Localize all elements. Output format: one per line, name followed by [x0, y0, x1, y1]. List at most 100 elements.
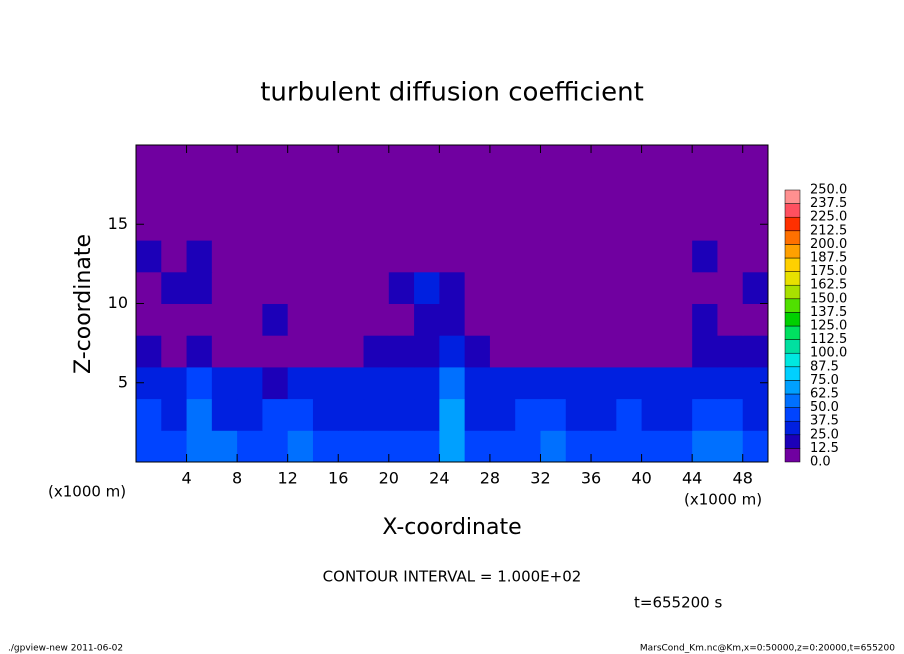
colorbar-band: [784, 271, 801, 286]
contour-cell: [464, 366, 491, 400]
contour-cell: [237, 271, 263, 304]
colorbar-band: [784, 298, 801, 313]
contour-cell: [338, 430, 365, 463]
contour-cell: [136, 430, 162, 463]
contour-cell: [464, 398, 491, 431]
contour-cell: [312, 303, 339, 336]
contour-cell: [717, 176, 744, 209]
contour-cell: [666, 240, 693, 273]
contour-cell: [363, 240, 390, 273]
contour-cell: [591, 335, 617, 368]
contour-cell: [540, 240, 567, 273]
contour-cell: [666, 176, 693, 209]
colorbar-band: [784, 420, 801, 436]
contour-cell: [262, 430, 289, 463]
contour-cell: [540, 176, 567, 209]
contour-cell: [489, 303, 516, 336]
contour-cell: [237, 145, 263, 178]
contour-cell: [692, 145, 718, 178]
contour-cell: [388, 271, 415, 304]
contour-cell: [287, 366, 314, 400]
contour-cell: [489, 430, 516, 463]
contour-cell: [515, 366, 541, 400]
contour-cell: [414, 303, 440, 336]
contour-cell: [211, 145, 238, 178]
colorbar-band: [784, 339, 801, 354]
contour-cell: [388, 398, 415, 431]
contour-cell: [666, 303, 693, 336]
contour-cell: [464, 208, 491, 241]
contour-cell: [742, 303, 769, 336]
colorbar-label: 125.0: [810, 319, 847, 334]
contour-cell: [591, 398, 617, 431]
contour-cell: [136, 145, 162, 178]
contour-cell: [211, 398, 238, 431]
contour-cell: [742, 398, 769, 431]
colorbar-label: 0.0: [810, 455, 831, 470]
contour-cell: [161, 303, 188, 336]
colorbar-band: [784, 284, 801, 300]
contour-cell: [666, 398, 693, 431]
y-tick-label: 5: [118, 372, 128, 391]
contour-cell: [186, 240, 213, 273]
contour-cell: [338, 208, 365, 241]
contour-cell: [161, 208, 188, 241]
contour-cell: [742, 240, 769, 273]
contour-cell: [489, 176, 516, 209]
contour-cell: [616, 176, 643, 209]
contour-cell: [591, 271, 617, 304]
contour-cell: [287, 271, 314, 304]
contour-cell: [591, 240, 617, 273]
colorbar-label: 150.0: [810, 291, 847, 306]
contour-cell: [388, 145, 415, 178]
colorbar-label: 250.0: [810, 183, 847, 198]
contour-cell: [262, 335, 289, 368]
contour-cell: [565, 208, 592, 241]
contour-cell: [186, 430, 213, 463]
contour-cell: [338, 366, 365, 400]
contour-cell: [363, 271, 390, 304]
contour-cell: [489, 335, 516, 368]
contour-cell: [363, 398, 390, 431]
x-axis-label: X-coordinate: [382, 515, 521, 540]
contour-cell: [262, 271, 289, 304]
contour-cell: [439, 430, 466, 463]
contour-cell: [489, 240, 516, 273]
contour-cell: [515, 430, 541, 463]
contour-cell: [287, 398, 314, 431]
contour-cell: [186, 335, 213, 368]
contour-cell: [464, 145, 491, 178]
contour-cell: [338, 176, 365, 209]
colorbar-label: 225.0: [810, 210, 847, 225]
colorbar-band: [784, 393, 801, 408]
contour-cell: [717, 303, 744, 336]
contour-cell: [237, 335, 263, 368]
contour-cell: [363, 366, 390, 400]
contour-cell: [338, 398, 365, 431]
x-unit-label: (x1000 m): [684, 491, 762, 509]
contour-cell: [338, 145, 365, 178]
colorbar-band: [784, 380, 801, 395]
contour-cell: [692, 176, 718, 209]
contour-cell: [161, 145, 188, 178]
contour-cell: [641, 145, 668, 178]
contour-cell: [237, 208, 263, 241]
contour-cell: [388, 208, 415, 241]
contour-cell: [641, 303, 668, 336]
colorbar-band: [784, 352, 801, 368]
contour-cell: [717, 240, 744, 273]
contour-cell: [211, 271, 238, 304]
contour-cell: [388, 176, 415, 209]
colorbar-label: 237.5: [810, 196, 847, 211]
contour-cell: [641, 240, 668, 273]
contour-cell: [237, 303, 263, 336]
contour-cell: [338, 240, 365, 273]
contour-cell: [439, 240, 466, 273]
contour-cell: [312, 240, 339, 273]
contour-cell: [262, 176, 289, 209]
contour-cell: [515, 335, 541, 368]
contour-cell: [136, 271, 162, 304]
contour-cell: [616, 366, 643, 400]
contour-cell: [186, 145, 213, 178]
